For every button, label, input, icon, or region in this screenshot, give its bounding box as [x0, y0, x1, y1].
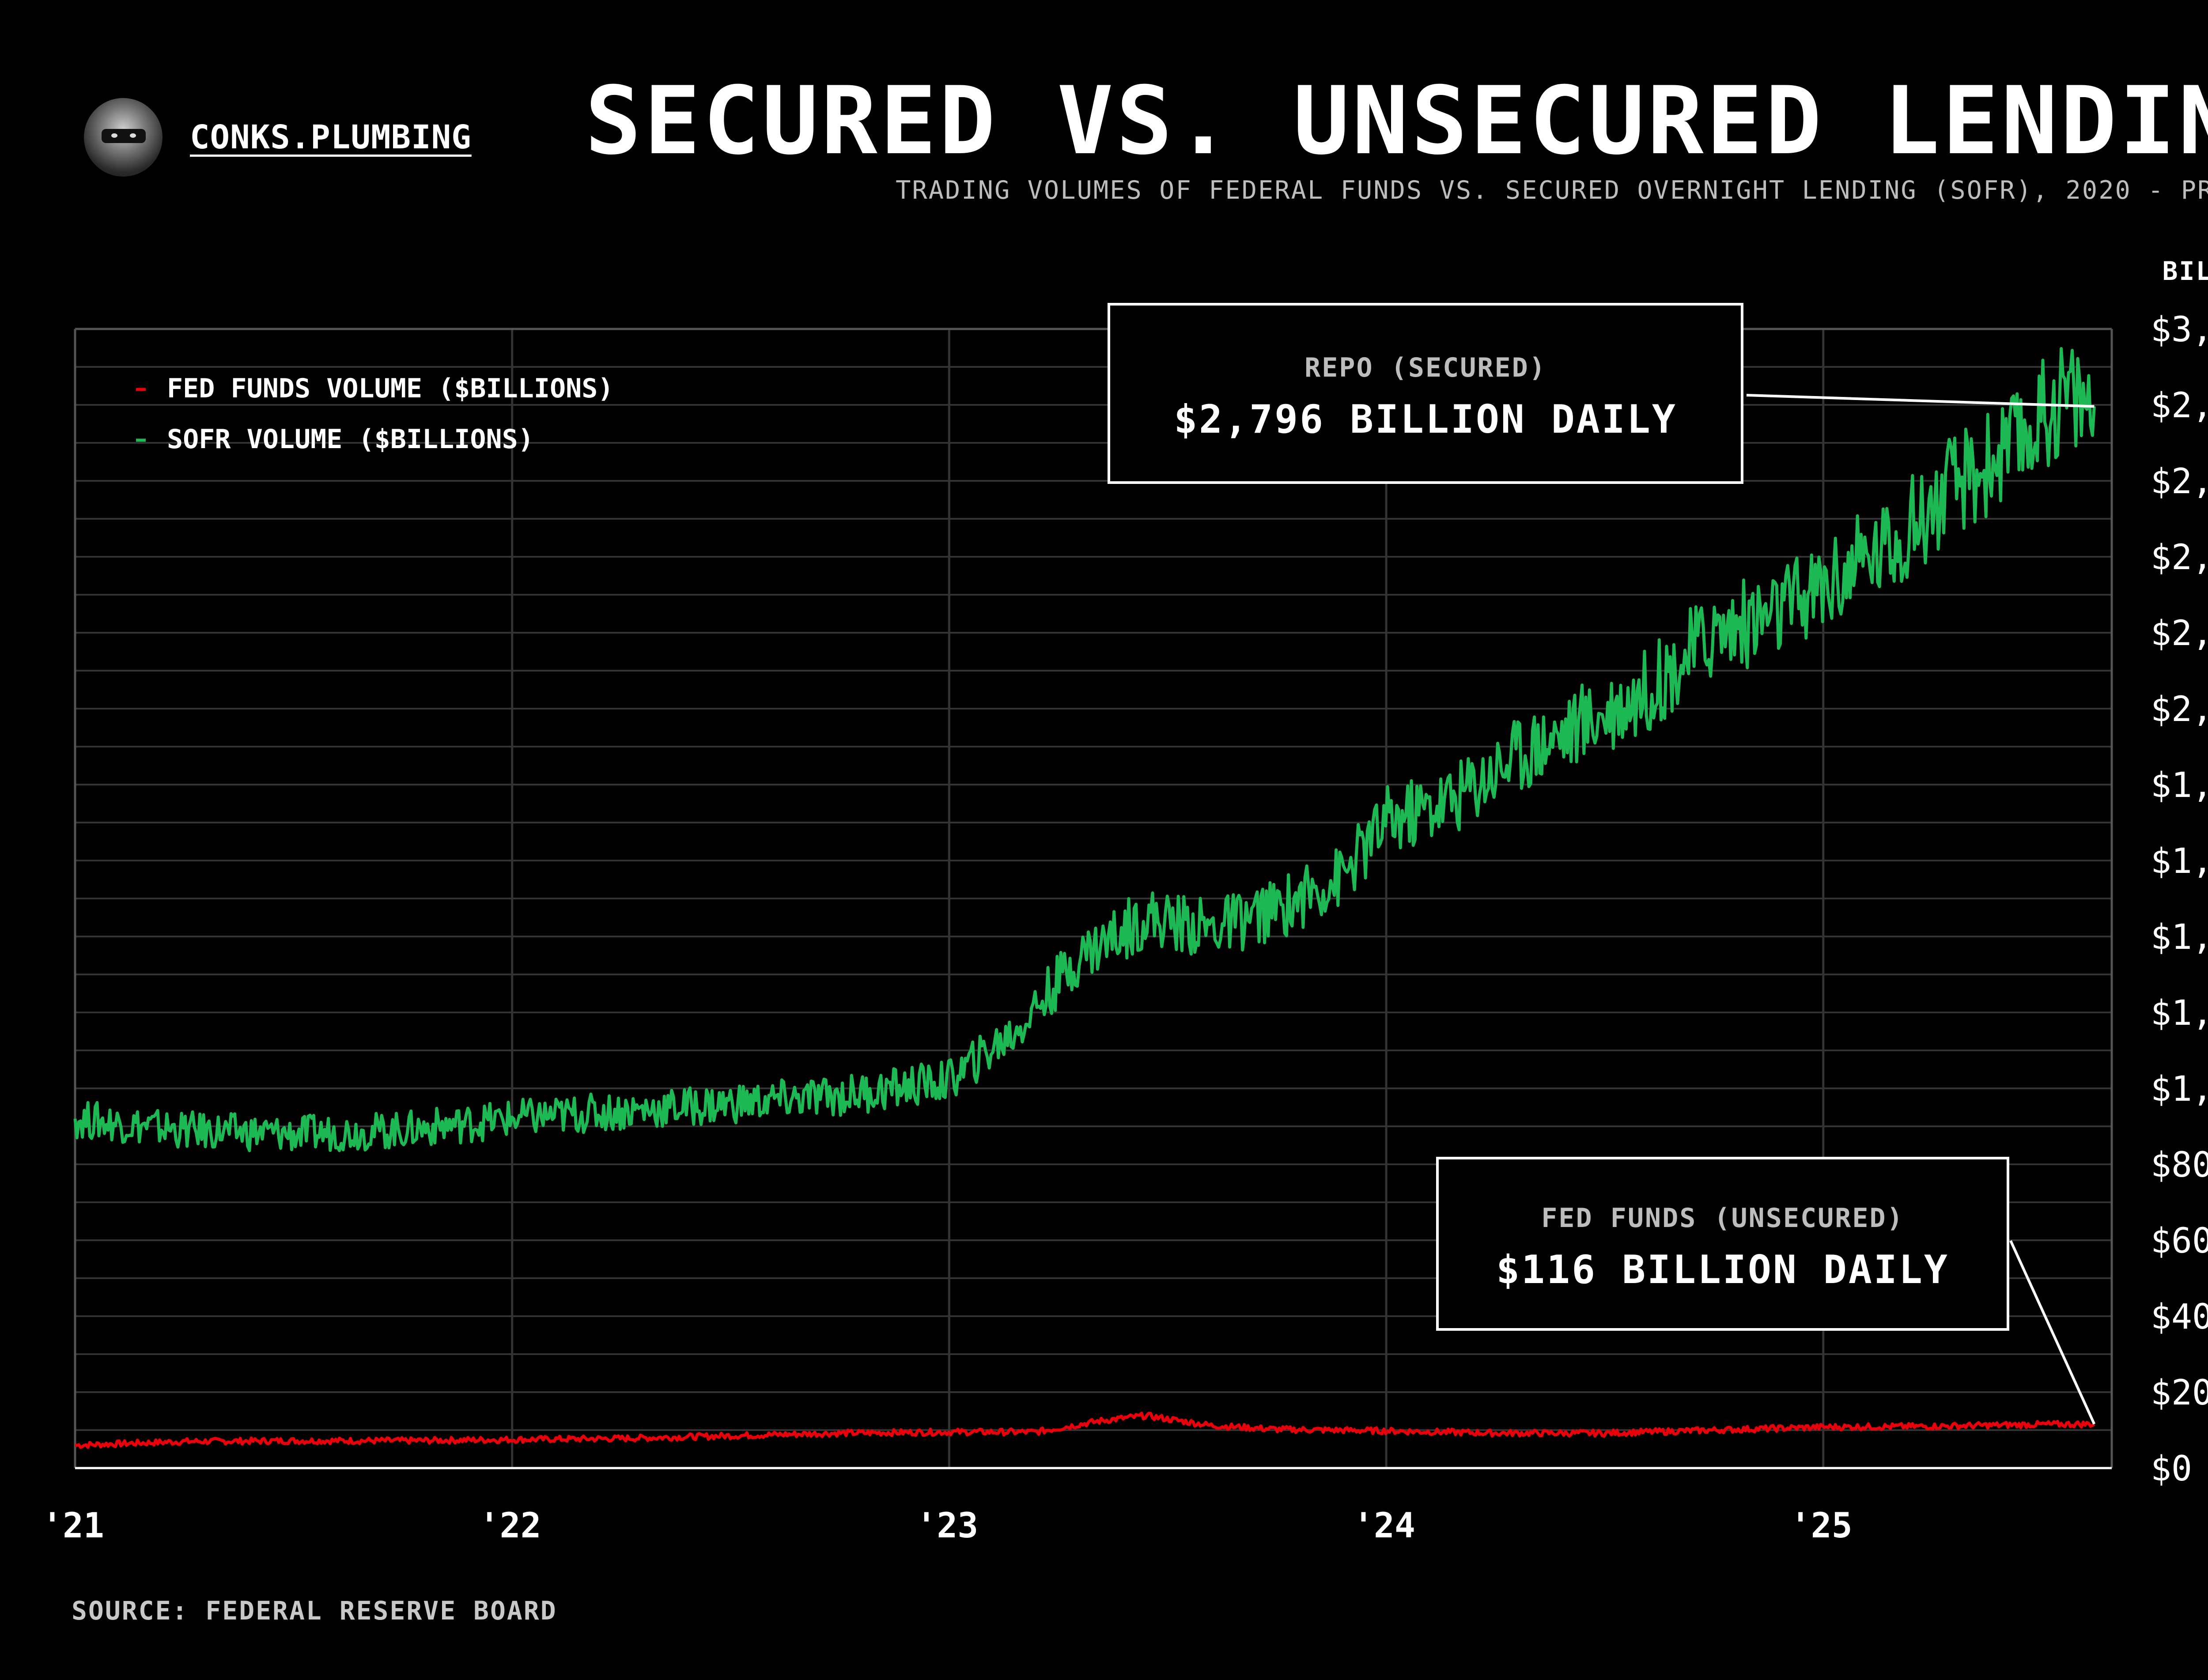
y-tick-label: $1,600 — [2151, 842, 2208, 881]
fedfunds-connector-line — [2009, 1240, 2096, 1425]
fed-funds-series-line — [75, 1412, 2095, 1449]
y-tick-label: $800 — [2151, 1145, 2208, 1185]
avatar-eye-icon — [130, 133, 136, 138]
x-tick-label: '25 — [1790, 1506, 1853, 1546]
fedfunds-callout: FED FUNDS (UNSECURED) $116 BILLION DAILY — [1436, 1157, 2009, 1331]
y-tick-label: $1,200 — [2151, 993, 2208, 1033]
brand-link[interactable]: CONKS.PLUMBING — [190, 118, 472, 156]
y-tick-label: $1,400 — [2151, 917, 2208, 957]
axes — [74, 328, 2113, 1469]
legend: FED FUNDS VOLUME ($BILLIONS) SOFR VOLUME … — [136, 373, 613, 455]
repo-callout: REPO (SECURED) $2,796 BILLION DAILY — [1108, 303, 1743, 484]
legend-label: SOFR VOLUME ($BILLIONS) — [167, 424, 534, 455]
legend-label: FED FUNDS VOLUME ($BILLIONS) — [167, 373, 613, 404]
y-tick-label: $2,600 — [2151, 462, 2208, 502]
y-tick-label: $2,000 — [2151, 690, 2208, 729]
x-tick-labels: '21 '22 '23 '24 '25 — [42, 1506, 1853, 1546]
x-tick-label: '23 — [916, 1506, 978, 1546]
series-lines — [73, 347, 2096, 1449]
x-tick-label: '22 — [479, 1506, 541, 1546]
avatar-mask-icon — [102, 129, 146, 143]
avatar — [84, 98, 163, 177]
y-tick-label: $2,800 — [2151, 386, 2208, 426]
repo-callout-value: $2,796 BILLION DAILY — [1174, 396, 1677, 442]
y-tick-label: $0 — [2151, 1449, 2192, 1489]
repo-connector-line — [1746, 394, 2095, 408]
sofr-series-line — [73, 347, 2096, 1152]
repo-callout-title: REPO (SECURED) — [1304, 352, 1546, 383]
fedfunds-callout-value: $116 BILLION DAILY — [1496, 1247, 1949, 1292]
source-note: SOURCE: FEDERAL RESERVE BOARD — [72, 1596, 557, 1626]
y-tick-label: $1,000 — [2151, 1069, 2208, 1109]
y-tick-label: $3,000 — [2151, 310, 2208, 350]
y-tick-label: $1,800 — [2151, 766, 2208, 805]
callout-connectors — [1746, 394, 2096, 1425]
fedfunds-callout-title: FED FUNDS (UNSECURED) — [1541, 1203, 1904, 1234]
y-tick-labels: $0 $200 $400 $600 $800 $1,000 $1,200 $1,400 $1,6… — [2151, 310, 2208, 1489]
y-tick-label: $400 — [2151, 1297, 2208, 1337]
y-tick-label: $200 — [2151, 1373, 2208, 1413]
chart-title: SECURED VS. UNSECURED LENDING — [585, 66, 2208, 175]
avatar-eye-icon — [111, 133, 117, 138]
chart-subtitle: TRADING VOLUMES OF FEDERAL FUNDS VS. SEC… — [896, 176, 2208, 205]
x-tick-label: '24 — [1353, 1506, 1415, 1546]
y-tick-label: $600 — [2151, 1221, 2208, 1261]
y-tick-label: $2,200 — [2151, 614, 2208, 653]
y-tick-label: $2,400 — [2151, 538, 2208, 578]
brand[interactable]: CONKS.PLUMBING — [84, 98, 472, 177]
y-axis-unit-label: BILLIONS — [2162, 256, 2208, 286]
x-tick-label: '21 — [42, 1506, 104, 1546]
